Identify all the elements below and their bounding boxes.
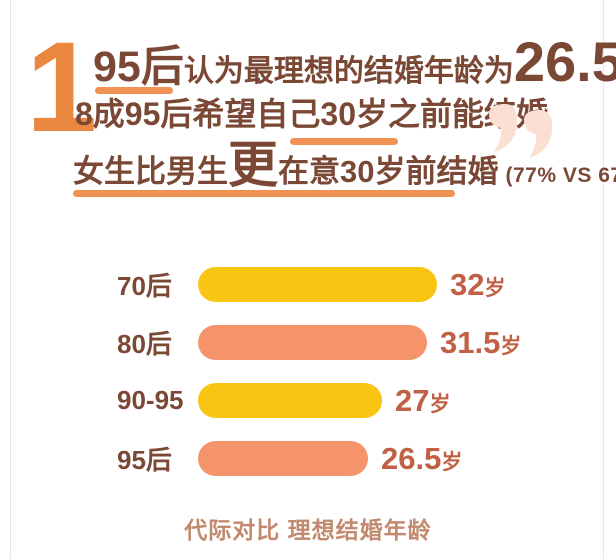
underline-accent-1 — [95, 87, 173, 94]
value-label: 27 岁 — [395, 383, 450, 419]
chart-row: 95后 26.5 岁 — [117, 441, 521, 476]
chart-row: 80后 31.5 岁 — [117, 325, 521, 360]
value-label: 31.5 岁 — [440, 325, 521, 361]
headline-line1-mid: 认为最理想的结婚年龄为 — [183, 55, 514, 88]
value-bar — [198, 441, 368, 476]
underline-accent-3 — [73, 190, 455, 197]
chart-caption: 代际对比 理想结婚年龄 — [184, 517, 432, 543]
category-label: 80后 — [117, 329, 172, 359]
chart-row: 70后 32 岁 — [117, 267, 521, 302]
value-unit: 岁 — [500, 334, 522, 358]
chart-row: 90-95 27 岁 — [117, 383, 521, 418]
headline-line3: 女生比男生 更 在意30岁前结婚 (77% VS 67.9%) — [73, 140, 616, 190]
left-edge-line — [10, 0, 11, 559]
headline-line2: 8成95后希望自己30岁之前能结婚 — [75, 96, 548, 132]
right-edge-line — [603, 0, 604, 559]
value-number: 31.5 — [440, 324, 501, 360]
value-unit: 岁 — [441, 450, 463, 474]
value-number: 26.5 — [381, 440, 442, 476]
headline-line1-lead: 95后 — [93, 43, 184, 91]
category-label: 70后 — [117, 271, 172, 301]
value-unit: 岁 — [484, 276, 506, 300]
value-bar — [198, 383, 382, 418]
value-number: 27 — [395, 382, 430, 418]
underline-accent-2 — [290, 138, 398, 145]
value-label: 26.5 岁 — [381, 441, 462, 477]
category-label: 90-95 — [117, 385, 184, 415]
headline-line3-seg2: 在意30岁前结婚 — [278, 154, 499, 189]
headline-line3-emphasis: 更 — [228, 137, 278, 193]
value-number: 32 — [450, 266, 485, 302]
quote-mark-icon — [489, 104, 552, 158]
headline-line3-seg1: 女生比男生 — [73, 154, 228, 189]
value-bar — [198, 325, 427, 360]
headline-line3-stat-note: (77% VS 67.9%) — [505, 164, 616, 187]
headline-line1: 95后 认为最理想的结婚年龄为 26.5 岁 — [93, 34, 616, 90]
value-bar — [198, 267, 437, 302]
section-number: 1 — [26, 16, 98, 159]
category-label: 95后 — [117, 445, 172, 475]
bar-chart: 70后 32 岁 80后 31.5 岁 90-95 27 岁 95后 26.5 岁 — [117, 267, 521, 499]
headline-line1-big-number: 26.5 — [513, 30, 616, 93]
value-label: 32 岁 — [450, 267, 505, 303]
value-unit: 岁 — [429, 392, 451, 416]
